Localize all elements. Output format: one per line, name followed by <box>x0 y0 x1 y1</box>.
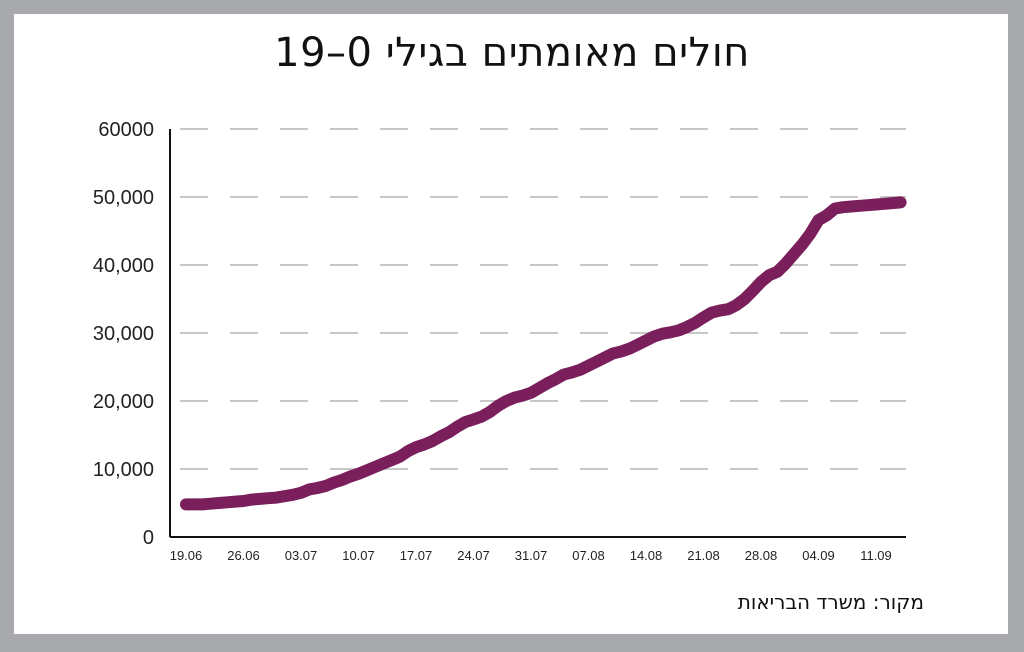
x-tick-label: 19.06 <box>170 548 203 563</box>
y-tick-labels: 0 10,000 20,000 30,000 40,000 50,000 60000 <box>93 119 154 549</box>
x-tick-label: 04.09 <box>802 548 835 563</box>
x-tick-label: 10.07 <box>342 548 375 563</box>
x-tick-label: 11.09 <box>860 548 892 563</box>
y-tick-label: 30,000 <box>93 323 154 345</box>
x-tick-label: 17.07 <box>400 548 433 563</box>
series <box>180 196 907 511</box>
x-tick-label: 24.07 <box>457 548 490 563</box>
x-tick-label: 21.08 <box>687 548 720 563</box>
x-tick-label: 03.07 <box>285 548 318 563</box>
x-tick-labels: 19.06 26.06 03.07 10.07 17.07 24.07 31.07 07.08… <box>170 548 892 563</box>
y-tick-label: 60000 <box>98 119 154 141</box>
x-tick-label: 28.08 <box>745 548 778 563</box>
y-tick-label: 10,000 <box>93 459 154 481</box>
y-tick-label: 0 <box>143 527 154 549</box>
y-tick-label: 50,000 <box>93 187 154 209</box>
chart-frame <box>14 14 1008 634</box>
source-note: מקור: משרד הבריאות <box>737 590 924 614</box>
y-tick-label: 20,000 <box>93 391 154 413</box>
chart-title: חולים מאומתים בגילי 0–19 <box>274 30 750 76</box>
x-tick-label: 14.08 <box>630 548 663 563</box>
x-tick-label: 07.08 <box>572 548 605 563</box>
gridlines <box>180 128 906 470</box>
x-tick-label: 26.06 <box>227 548 260 563</box>
series-line <box>180 196 907 511</box>
x-tick-label: 31.07 <box>515 548 548 563</box>
y-tick-label: 40,000 <box>93 255 154 277</box>
axes <box>169 129 906 538</box>
